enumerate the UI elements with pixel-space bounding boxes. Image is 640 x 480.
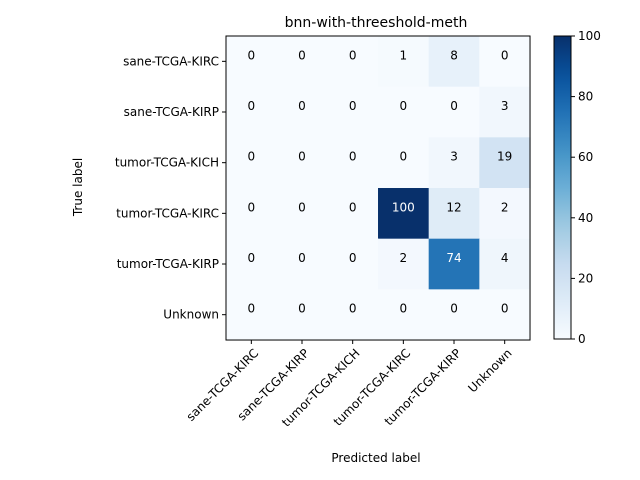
cell-value-label: 0 [248, 48, 256, 62]
cell-value-label: 0 [400, 150, 408, 164]
heatmap-cell [226, 188, 278, 240]
cell-value-label: 0 [349, 251, 357, 265]
heatmap-cell [479, 188, 531, 240]
heatmap-cell [327, 86, 379, 138]
heatmap-cell [428, 188, 480, 240]
cell-value-label: 0 [298, 99, 306, 113]
cell-value-label: 0 [248, 302, 256, 316]
cell-value-label: 19 [497, 150, 512, 164]
heatmap-cell [327, 137, 379, 189]
x-tick-label: Unknown [465, 346, 514, 395]
heatmap-cell [428, 36, 480, 88]
heatmap-cell [226, 86, 278, 138]
colorbar: 0 20 40 60 80 100 [553, 29, 601, 346]
colorbar-tick-label: 40 [578, 211, 593, 225]
heatmap-cell [428, 289, 480, 341]
cell-value-label: 0 [450, 99, 458, 113]
heatmap-cell [276, 188, 328, 240]
colorbar-tick-label: 0 [578, 332, 586, 346]
y-tick-label: tumor-TCGA-KIRC [116, 206, 219, 220]
heatmap-cell [226, 238, 278, 290]
cell-value-label: 0 [349, 99, 357, 113]
y-tick-label: sane-TCGA-KIRP [124, 105, 219, 119]
cell-value-label: 0 [501, 302, 509, 316]
cell-value-label: 3 [501, 99, 509, 113]
heatmap-cell [378, 36, 430, 88]
heatmap-cell [276, 289, 328, 341]
heatmap-cell [479, 36, 531, 88]
cell-value-label: 0 [298, 200, 306, 214]
heatmap-cell [428, 137, 480, 189]
x-axis-ticks: sane-TCGA-KIRCsane-TCGA-KIRPtumor-TCGA-K… [184, 340, 515, 430]
cell-value-label: 12 [446, 200, 461, 214]
cell-value-label: 0 [400, 302, 408, 316]
cell-value-label: 0 [349, 200, 357, 214]
cell-value-label: 0 [298, 150, 306, 164]
heatmap-cell [479, 137, 531, 189]
heatmap-cell [479, 289, 531, 341]
heatmap-cells [226, 36, 531, 341]
cell-value-label: 4 [501, 251, 509, 265]
y-tick-label: Unknown [163, 308, 219, 322]
cell-value-label: 0 [349, 150, 357, 164]
cell-value-label: 1 [400, 48, 408, 62]
cell-value-label: 0 [248, 150, 256, 164]
heatmap-cell [327, 36, 379, 88]
heatmap-cell [327, 238, 379, 290]
heatmap-cell [378, 137, 430, 189]
chart-title: bnn-with-threeshold-meth [285, 15, 468, 31]
cell-value-label: 0 [298, 302, 306, 316]
cell-value-label: 0 [298, 251, 306, 265]
colorbar-frame [553, 35, 572, 340]
cell-value-label: 0 [248, 200, 256, 214]
cell-value-label: 0 [298, 48, 306, 62]
colorbar-tick-label: 60 [578, 150, 593, 164]
cell-value-label: 8 [450, 48, 458, 62]
heatmap-cell [479, 238, 531, 290]
heatmap-cell [226, 289, 278, 341]
cell-value-label: 3 [450, 150, 458, 164]
heatmap-cell [378, 86, 430, 138]
cell-value-label: 0 [400, 99, 408, 113]
colorbar-tick-label: 80 [578, 90, 593, 104]
cell-value-label: 0 [501, 48, 509, 62]
cell-value-label: 0 [248, 251, 256, 265]
y-axis-label: True label [71, 158, 85, 217]
cell-value-label: 0 [349, 48, 357, 62]
heatmap-cell-labels: 0 0 0 1 8 0 0 0 0 0 0 3 0 0 0 0 3 19 0 0 0 100 12 2 0 0 0 2 74 4 0 0 0 0 0… [248, 48, 513, 315]
cell-value-label: 74 [446, 251, 461, 265]
cell-value-label: 2 [501, 200, 509, 214]
cell-value-label: 0 [450, 302, 458, 316]
cell-value-label: 0 [248, 99, 256, 113]
heatmap-cell [428, 238, 480, 290]
heatmap-cell [327, 188, 379, 240]
heatmap-cell [226, 137, 278, 189]
colorbar-tick-label: 100 [578, 29, 601, 43]
cell-value-label: 100 [392, 200, 415, 214]
cell-value-label: 0 [349, 302, 357, 316]
heatmap-cell [378, 188, 430, 240]
colorbar-gradient [554, 36, 571, 339]
heatmap-cell [276, 86, 328, 138]
heatmap-cell [226, 36, 278, 88]
y-axis-ticks: sane-TCGA-KIRC sane-TCGA-KIRP tumor-TCGA-K… [115, 54, 226, 322]
heatmap-cell [428, 86, 480, 138]
y-tick-label: tumor-TCGA-KIRP [117, 257, 219, 271]
cell-value-label: 2 [400, 251, 408, 265]
heatmap-cell [327, 289, 379, 341]
x-axis-label: Predicted label [331, 451, 420, 465]
y-tick-label: sane-TCGA-KIRC [123, 54, 219, 68]
heatmap-cell [378, 238, 430, 290]
heatmap-cell [276, 36, 328, 88]
axes-frame [225, 35, 531, 341]
heatmap-cell [378, 289, 430, 341]
colorbar-tick-label: 20 [578, 271, 593, 285]
heatmap-cell [479, 86, 531, 138]
heatmap-cell [276, 238, 328, 290]
heatmap-cell [276, 137, 328, 189]
y-tick-label: tumor-TCGA-KICH [115, 156, 219, 170]
